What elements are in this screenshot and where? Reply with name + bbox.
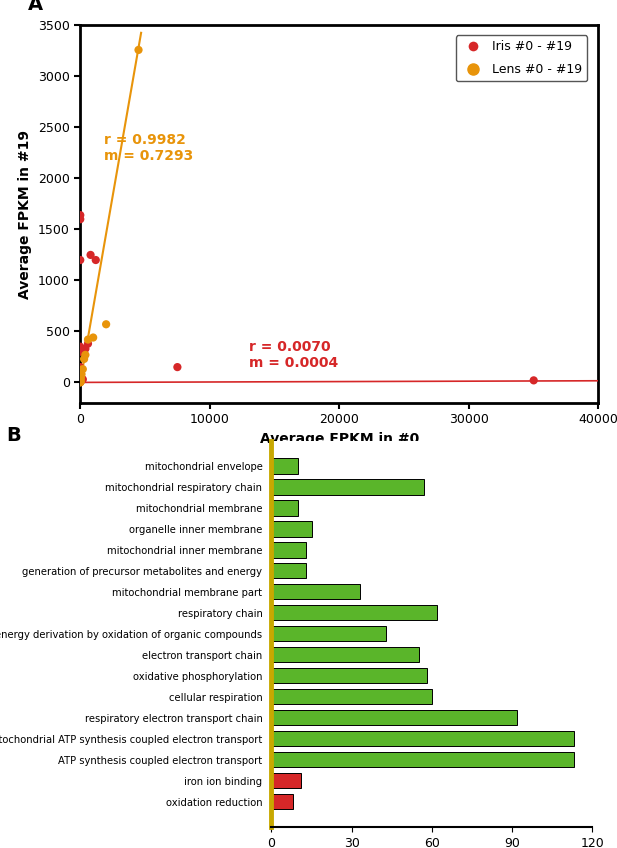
Point — [75, 254, 85, 267]
Bar — [271, 711, 518, 725]
Point — [75, 374, 85, 388]
Bar — [271, 689, 432, 705]
Bar — [271, 543, 306, 557]
Point — [78, 372, 88, 386]
Bar — [271, 584, 360, 600]
Point — [83, 337, 93, 350]
Point — [101, 317, 111, 331]
Bar — [271, 647, 418, 662]
Point — [86, 248, 96, 262]
Y-axis label: Average FPKM in #19: Average FPKM in #19 — [19, 130, 32, 298]
Bar — [271, 522, 312, 537]
Point — [75, 375, 85, 388]
Point — [80, 348, 90, 361]
Point — [76, 372, 86, 386]
Bar — [271, 459, 298, 473]
Point — [83, 332, 93, 346]
Bar — [271, 773, 301, 789]
Point — [75, 213, 85, 226]
Point — [75, 375, 85, 388]
Legend: Iris #0 - #19, Lens #0 - #19: Iris #0 - #19, Lens #0 - #19 — [456, 36, 587, 81]
Point — [88, 331, 98, 344]
Point — [77, 372, 87, 386]
Bar — [271, 627, 386, 641]
Point — [79, 352, 89, 365]
Text: A: A — [28, 0, 44, 14]
Point — [75, 376, 85, 389]
Bar — [271, 479, 424, 494]
Point — [172, 360, 183, 374]
Point — [80, 342, 90, 355]
Point — [77, 373, 86, 387]
Bar — [271, 731, 574, 746]
Text: B: B — [6, 426, 21, 444]
Bar — [271, 563, 306, 578]
Point — [76, 374, 86, 388]
Bar — [271, 500, 298, 516]
Point — [75, 375, 85, 388]
Point — [133, 43, 143, 57]
Point — [75, 340, 85, 354]
Point — [75, 376, 85, 389]
Point — [529, 374, 539, 388]
Bar — [271, 752, 574, 767]
Bar — [271, 668, 426, 683]
Point — [75, 360, 85, 374]
Text: r = 0.9982
m = 0.7293: r = 0.9982 m = 0.7293 — [104, 132, 193, 163]
Point — [78, 362, 88, 376]
X-axis label: Average FPKM in #0: Average FPKM in #0 — [260, 432, 419, 446]
Bar — [271, 605, 437, 621]
Point — [91, 254, 101, 267]
Point — [75, 209, 85, 222]
Point — [75, 376, 85, 389]
Point — [76, 371, 86, 384]
Point — [75, 345, 85, 359]
Point — [77, 367, 86, 381]
Bar — [271, 795, 293, 809]
Text: r = 0.0070
m = 0.0004: r = 0.0070 m = 0.0004 — [249, 339, 338, 370]
